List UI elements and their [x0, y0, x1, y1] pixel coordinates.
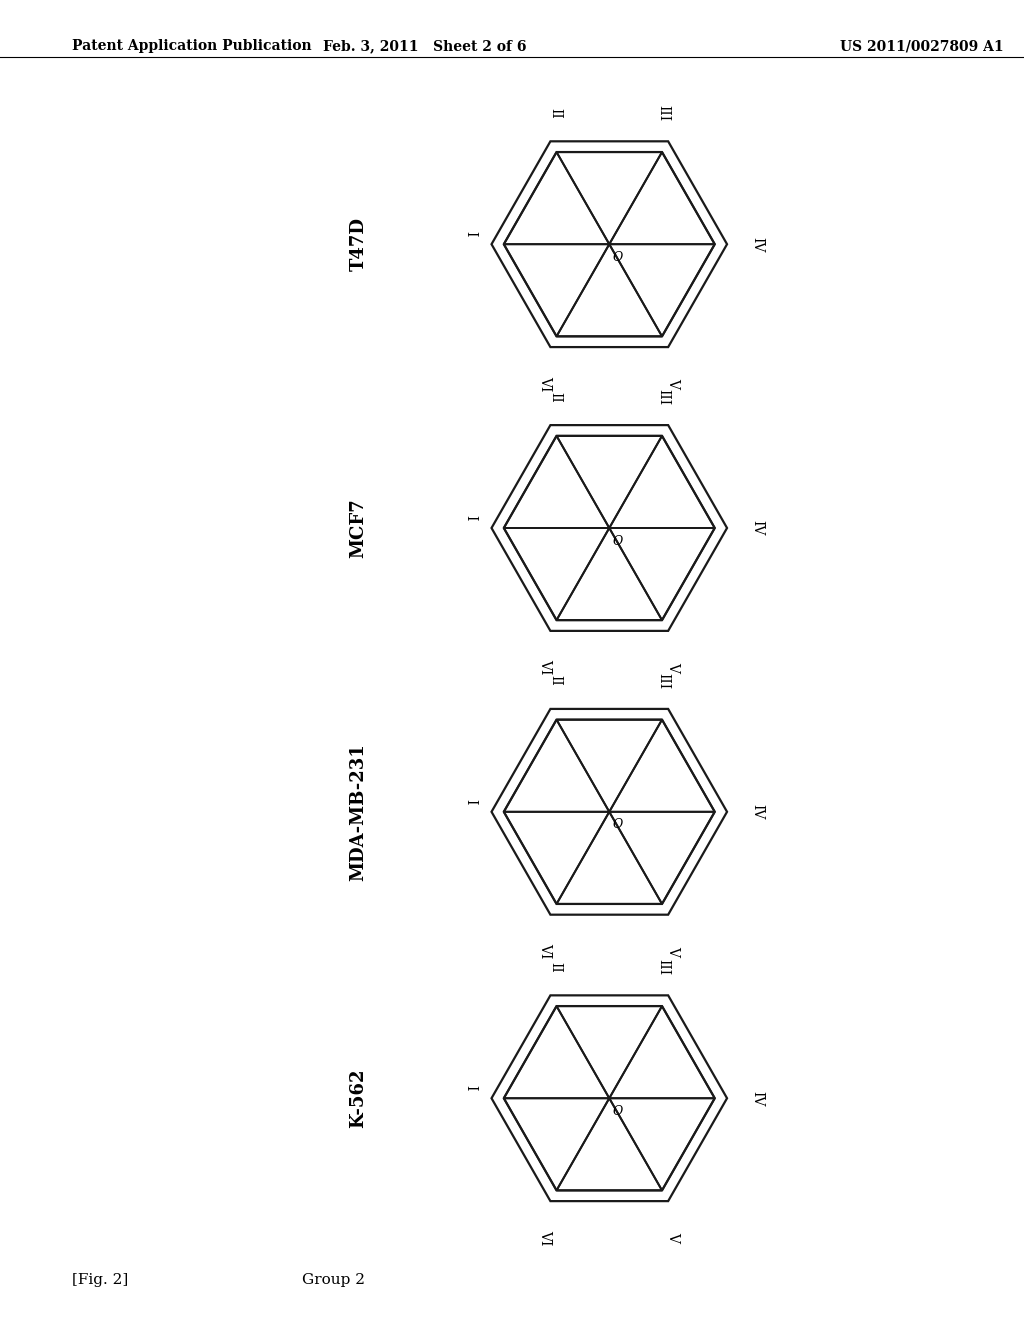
Text: IV: IV	[751, 520, 765, 536]
Text: II: II	[549, 392, 562, 403]
Text: O: O	[612, 535, 623, 548]
Text: VI: VI	[539, 1230, 552, 1245]
Text: Patent Application Publication: Patent Application Publication	[72, 40, 311, 53]
Text: I: I	[463, 799, 477, 804]
Text: I: I	[463, 515, 477, 520]
Text: III: III	[656, 960, 670, 975]
Text: MDA-MB-231: MDA-MB-231	[349, 743, 368, 880]
Text: Group 2: Group 2	[302, 1274, 366, 1287]
Text: O: O	[612, 818, 623, 832]
Text: IV: IV	[751, 804, 765, 820]
Text: VI: VI	[539, 944, 552, 958]
Text: III: III	[656, 106, 670, 121]
Text: IV: IV	[751, 236, 765, 252]
Text: O: O	[612, 1105, 623, 1118]
Text: III: III	[656, 673, 670, 689]
Text: VI: VI	[539, 660, 552, 675]
Text: I: I	[463, 231, 477, 236]
Text: Feb. 3, 2011   Sheet 2 of 6: Feb. 3, 2011 Sheet 2 of 6	[324, 40, 526, 53]
Text: V: V	[667, 379, 680, 388]
Text: V: V	[667, 946, 680, 956]
Text: O: O	[612, 251, 623, 264]
Text: MCF7: MCF7	[349, 498, 368, 558]
Text: II: II	[549, 676, 562, 686]
Text: K-562: K-562	[349, 1068, 368, 1129]
Text: V: V	[667, 1233, 680, 1242]
Text: II: II	[549, 108, 562, 119]
Text: V: V	[667, 663, 680, 672]
Text: I: I	[463, 1085, 477, 1090]
Text: [Fig. 2]: [Fig. 2]	[72, 1274, 128, 1287]
Text: II: II	[549, 962, 562, 973]
Text: III: III	[656, 389, 670, 405]
Text: US 2011/0027809 A1: US 2011/0027809 A1	[840, 40, 1004, 53]
Text: VI: VI	[539, 376, 552, 391]
Text: IV: IV	[751, 1090, 765, 1106]
Text: T47D: T47D	[349, 218, 368, 271]
